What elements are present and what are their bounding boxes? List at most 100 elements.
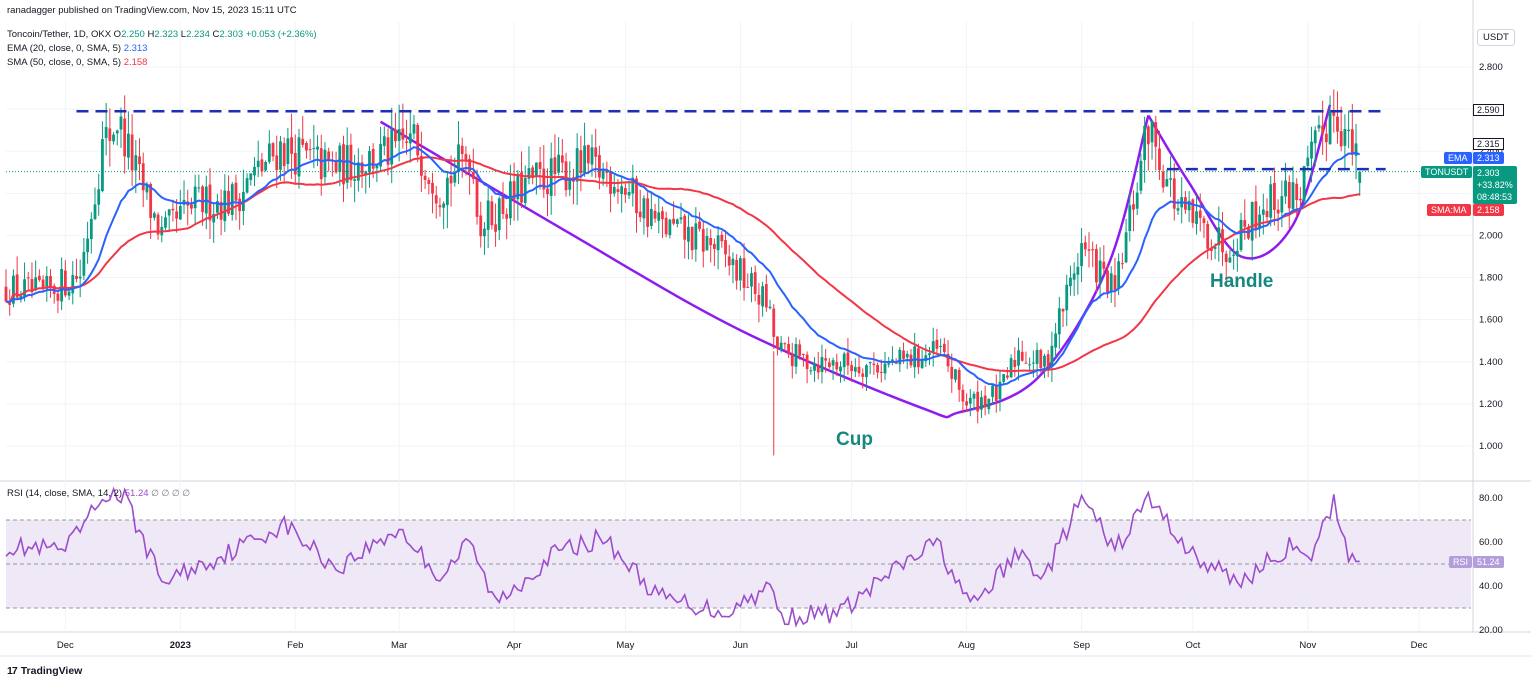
candle bbox=[883, 351, 887, 381]
candle bbox=[802, 353, 805, 367]
time-tick-label: Sep bbox=[1073, 640, 1090, 651]
candle bbox=[368, 146, 371, 188]
candle bbox=[1265, 198, 1269, 223]
tradingview-mark-icon: 17 bbox=[7, 665, 18, 677]
candle-body bbox=[509, 181, 512, 219]
candle-body bbox=[1020, 351, 1024, 361]
candle-body bbox=[12, 275, 15, 304]
candle-body bbox=[1239, 219, 1243, 251]
candle-body bbox=[961, 389, 965, 402]
candle-body bbox=[861, 373, 865, 377]
candle-body bbox=[1046, 354, 1050, 367]
candle-body bbox=[1080, 243, 1083, 267]
candle bbox=[1324, 122, 1328, 162]
time-tick-label: Mar bbox=[391, 640, 407, 651]
candle-body bbox=[104, 127, 108, 139]
candle-body bbox=[1284, 180, 1287, 197]
candle bbox=[1065, 274, 1069, 327]
candle-body bbox=[690, 226, 694, 251]
candle-body bbox=[457, 144, 460, 172]
candle-body bbox=[564, 161, 568, 191]
candle-body bbox=[56, 293, 60, 301]
candle-body bbox=[475, 179, 479, 217]
candle bbox=[93, 187, 97, 221]
tradingview-logo: 17 TradingView bbox=[7, 665, 83, 677]
candle-body bbox=[1209, 248, 1213, 251]
low-value: 2.234 bbox=[186, 29, 210, 40]
candle bbox=[1009, 354, 1013, 379]
candle bbox=[305, 141, 308, 159]
candle bbox=[115, 129, 119, 146]
candle bbox=[475, 169, 479, 225]
candle-body bbox=[1187, 200, 1191, 211]
candle bbox=[512, 162, 516, 221]
candle bbox=[338, 142, 342, 187]
candle bbox=[716, 226, 720, 270]
candle-body bbox=[1176, 208, 1180, 211]
candle-body bbox=[627, 192, 631, 196]
legend-sma[interactable]: SMA (50, close, 0, SMA, 5) 2.158 bbox=[7, 57, 148, 68]
candle-body bbox=[234, 182, 238, 201]
currency-selector[interactable]: USDT bbox=[1477, 29, 1515, 46]
candle-body bbox=[312, 148, 316, 150]
candle-body bbox=[761, 286, 765, 307]
candle-body bbox=[1172, 178, 1176, 209]
candle bbox=[649, 191, 653, 230]
candle-body bbox=[1128, 205, 1132, 232]
price-tick-label: 2.400 bbox=[1479, 146, 1503, 157]
candle-body bbox=[824, 358, 828, 361]
publisher-line: ranadagger published on TradingView.com,… bbox=[7, 5, 297, 16]
candle-body bbox=[1195, 211, 1198, 224]
candle bbox=[861, 368, 865, 389]
candle bbox=[1187, 191, 1191, 223]
candle bbox=[1054, 322, 1058, 358]
candle-body bbox=[1158, 148, 1161, 170]
candle-body bbox=[1102, 261, 1106, 269]
candle-body bbox=[1317, 124, 1321, 129]
candle bbox=[924, 344, 928, 367]
candle-body bbox=[423, 175, 427, 181]
candle bbox=[772, 304, 776, 349]
candle-body bbox=[1298, 198, 1302, 201]
candle-body bbox=[427, 179, 431, 184]
candle bbox=[1154, 115, 1158, 171]
candle-body bbox=[45, 276, 49, 289]
candle bbox=[683, 213, 687, 259]
rsi-line bbox=[5, 486, 1360, 628]
candle bbox=[449, 155, 453, 207]
candle bbox=[126, 111, 130, 170]
legend-rsi[interactable]: RSI (14, close, SMA, 14, 2) 51.24 ∅ ∅ ∅ … bbox=[7, 488, 191, 499]
candle bbox=[501, 182, 505, 220]
candle bbox=[972, 391, 976, 410]
candle bbox=[575, 133, 579, 205]
candle-body bbox=[1091, 249, 1095, 251]
candle-body bbox=[1139, 160, 1143, 191]
candle-body bbox=[642, 198, 646, 219]
candle bbox=[1317, 115, 1321, 132]
candle-body bbox=[835, 361, 839, 370]
candle-body bbox=[750, 273, 753, 287]
candle-body bbox=[768, 306, 772, 309]
candle-body bbox=[920, 359, 924, 369]
price-tick-label: 1.200 bbox=[1479, 399, 1503, 410]
candle bbox=[356, 148, 360, 192]
candle-body bbox=[546, 188, 549, 195]
candle-body bbox=[130, 134, 134, 171]
candle-body bbox=[579, 150, 583, 174]
candle bbox=[824, 348, 828, 373]
moving-averages bbox=[5, 146, 1361, 387]
candle-body bbox=[190, 204, 193, 209]
legend-ema[interactable]: EMA (20, close, 0, SMA, 5) 2.313 bbox=[7, 43, 148, 54]
time-tick-label: 2023 bbox=[170, 640, 191, 651]
candle-body bbox=[397, 129, 401, 141]
candle-body bbox=[905, 353, 909, 358]
candle bbox=[1202, 215, 1206, 238]
candle bbox=[827, 357, 831, 369]
candle-body bbox=[764, 284, 768, 308]
candle bbox=[1280, 180, 1284, 228]
candle bbox=[724, 230, 727, 268]
candle bbox=[1243, 199, 1247, 240]
candle-body bbox=[1232, 254, 1236, 256]
candle bbox=[798, 339, 802, 360]
candle-body bbox=[394, 129, 397, 142]
